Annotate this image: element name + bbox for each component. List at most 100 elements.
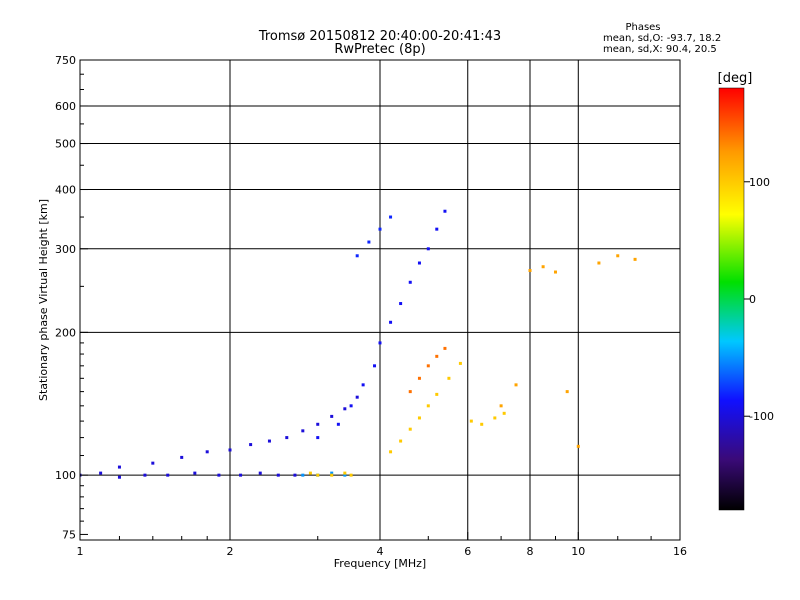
- data-point: [565, 390, 569, 394]
- stats-line-x: mean, sd,X: 90.4, 20.5: [603, 44, 717, 55]
- data-point: [308, 471, 312, 475]
- data-point: [151, 461, 155, 465]
- data-point: [435, 227, 439, 231]
- data-point: [616, 254, 620, 258]
- x-tick-label: 6: [464, 545, 471, 558]
- y-axis-label: Stationary phase Virtual Height [km]: [37, 199, 50, 401]
- x-tick-label: 1: [77, 545, 84, 558]
- y-tick-label: 750: [55, 54, 76, 67]
- data-point: [469, 419, 473, 423]
- data-point: [239, 473, 243, 477]
- data-point: [576, 444, 580, 448]
- data-point: [499, 404, 503, 408]
- data-point: [389, 215, 393, 219]
- data-point: [435, 354, 439, 358]
- x-tick-label: 16: [673, 545, 687, 558]
- x-tick-label: 4: [377, 545, 384, 558]
- data-point: [408, 280, 412, 284]
- data-point: [528, 269, 532, 273]
- data-point: [293, 473, 297, 477]
- data-point: [349, 473, 353, 477]
- data-point: [217, 473, 221, 477]
- colorbar-gradient: [718, 87, 745, 511]
- data-point: [426, 364, 430, 368]
- data-point: [426, 404, 430, 408]
- plot-frame: [79, 59, 681, 541]
- data-point: [378, 341, 382, 345]
- stats-header: Phases: [625, 22, 660, 33]
- data-point: [373, 364, 377, 368]
- y-tick-label: 300: [55, 243, 76, 256]
- data-point: [514, 383, 518, 387]
- data-point: [180, 455, 184, 459]
- data-point: [330, 471, 334, 475]
- grid-lines: [80, 60, 680, 540]
- colorbar-tick-label: -100: [749, 410, 774, 423]
- y-tick-label: 400: [55, 184, 76, 197]
- data-point: [633, 257, 637, 261]
- data-point: [553, 270, 557, 274]
- data-point: [349, 404, 353, 408]
- data-points: [80, 209, 637, 479]
- data-point: [417, 261, 421, 265]
- data-point: [343, 473, 347, 477]
- data-point: [316, 436, 320, 440]
- data-point: [367, 240, 371, 244]
- y-tick-label: 75: [62, 528, 76, 541]
- data-point: [361, 383, 365, 387]
- data-point: [426, 247, 430, 251]
- y-tick-label: 200: [55, 326, 76, 339]
- data-point: [249, 443, 253, 447]
- data-point: [276, 473, 280, 477]
- x-tick-label: 8: [527, 545, 534, 558]
- data-point: [408, 427, 412, 431]
- data-point: [480, 422, 484, 426]
- data-point: [389, 450, 393, 454]
- colorbar-tick-label: 100: [749, 176, 770, 189]
- y-tick-label: 600: [55, 100, 76, 113]
- data-point: [267, 439, 271, 443]
- data-point: [343, 407, 347, 411]
- data-point: [316, 422, 320, 426]
- data-point: [99, 471, 103, 475]
- axes: 1 2 4 6 8 10 16 75 100 200 300 400 500 600 750: [55, 54, 687, 558]
- data-point: [355, 395, 359, 399]
- data-point: [330, 473, 334, 477]
- colorbar-tick-label: 0: [749, 293, 756, 306]
- data-point: [258, 471, 262, 475]
- data-point: [316, 473, 320, 477]
- data-point: [541, 265, 545, 269]
- x-axis-label: Frequency [MHz]: [334, 557, 426, 570]
- colorbar-label: [deg]: [718, 71, 753, 86]
- data-point: [458, 361, 462, 365]
- data-point: [447, 376, 451, 380]
- x-tick-label: 10: [571, 545, 585, 558]
- data-point: [443, 209, 447, 213]
- data-point: [417, 376, 421, 380]
- data-point: [301, 473, 305, 477]
- data-point: [378, 227, 382, 231]
- y-tick-label: 100: [55, 469, 76, 482]
- data-point: [435, 392, 439, 396]
- data-point: [597, 261, 601, 265]
- data-point: [493, 416, 497, 420]
- x-tick-label: 2: [227, 545, 234, 558]
- data-point: [193, 471, 197, 475]
- data-point: [301, 429, 305, 433]
- stats-line-o: mean, sd,O: -93.7, 18.2: [603, 33, 721, 44]
- data-point: [408, 390, 412, 394]
- data-point: [228, 448, 232, 452]
- colorbar-ticks: 100 0 -100: [744, 176, 774, 423]
- data-point: [443, 346, 447, 350]
- data-point: [143, 473, 147, 477]
- data-point: [330, 414, 334, 418]
- data-point: [166, 473, 170, 477]
- data-point: [399, 302, 403, 306]
- data-point: [205, 450, 209, 454]
- data-point: [336, 422, 340, 426]
- colorbar: [deg] 100 0 -100: [718, 71, 774, 511]
- y-tick-label: 500: [55, 138, 76, 151]
- data-point: [502, 411, 506, 415]
- chart-title: Tromsø 20150812 20:40:00-20:41:43: [258, 29, 501, 44]
